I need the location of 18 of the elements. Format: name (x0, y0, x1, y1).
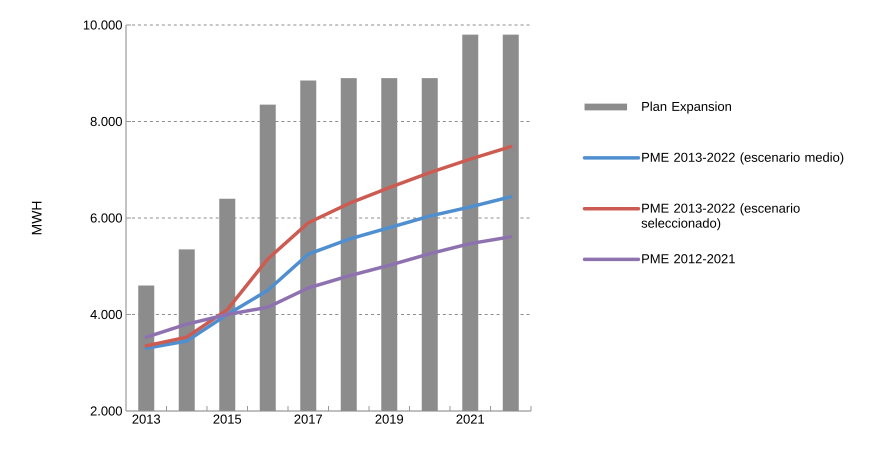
x-tick-label: 2015 (214, 414, 242, 424)
y-tick-label: 10.000 (84, 20, 122, 30)
y-tick-label: 6.000 (90, 213, 122, 223)
y-tick-label: 2.000 (90, 406, 122, 416)
line-series (144, 235, 513, 339)
y-axis-title: MWH (32, 202, 42, 234)
x-tick-label: 2017 (294, 414, 322, 424)
legend-label: PME 2013-2022 (escenario medio) (642, 152, 844, 164)
y-tick-label: 8.000 (90, 116, 122, 126)
legend-label: Plan Expansion (642, 102, 731, 114)
legend-label: PME 2013-2022 (escenario seleccionado) (642, 203, 800, 230)
y-tick-label: 4.000 (90, 310, 122, 320)
legend-label: PME 2012-2021 (642, 254, 735, 264)
line-series (144, 144, 513, 348)
x-tick-label: 2021 (456, 414, 484, 424)
x-tick-label: 2019 (376, 414, 404, 424)
line-series (144, 195, 513, 350)
x-tick-label: 2013 (132, 414, 160, 424)
